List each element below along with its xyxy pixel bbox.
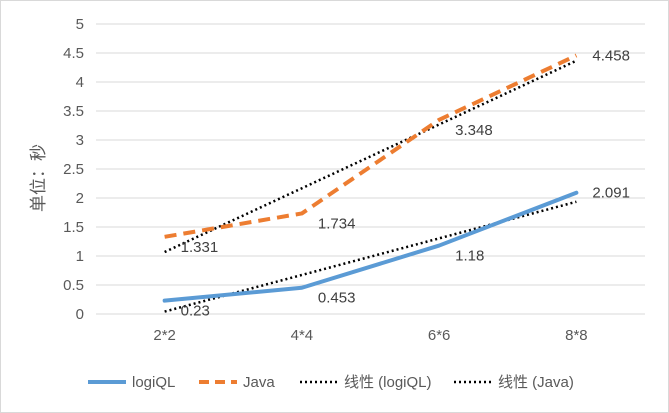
legend: logiQL Java 线性 (logiQL) 线性 (Java) xyxy=(88,374,574,391)
y-tick-label: 1.5 xyxy=(63,219,84,236)
y-axis-title: 单位：秒 xyxy=(29,144,49,212)
x-tick-label: 6*6 xyxy=(428,327,451,344)
data-label: 4.458 xyxy=(592,47,630,64)
y-tick-label: 4 xyxy=(76,74,84,91)
x-tick-label: 8*8 xyxy=(565,327,588,344)
y-tick-label: 3.5 xyxy=(63,103,84,120)
data-label: 1.18 xyxy=(455,248,484,265)
legend-label: logiQL xyxy=(132,374,175,391)
legend-label: Java xyxy=(243,374,275,391)
data-labels: 0.23 0.453 1.18 2.091 1.331 1.734 3.348 4.458 xyxy=(181,47,630,319)
y-tick-label: 1 xyxy=(76,248,84,265)
y-axis-ticks: 0 0.5 1 1.5 2 2.5 3 3.5 4 4.5 5 xyxy=(63,16,84,323)
data-label: 0.23 xyxy=(181,303,210,320)
y-tick-label: 5 xyxy=(76,16,84,33)
series-lines xyxy=(162,53,579,303)
data-label: 2.091 xyxy=(592,185,630,202)
x-tick-label: 2*2 xyxy=(153,327,176,344)
series-line-java xyxy=(164,53,578,239)
x-tick-label: 4*4 xyxy=(291,327,314,344)
gridlines xyxy=(96,23,645,315)
x-axis-ticks: 2*2 4*4 6*6 8*8 xyxy=(153,327,587,344)
data-label: 1.331 xyxy=(181,239,219,256)
y-tick-label: 0.5 xyxy=(63,277,84,294)
data-label: 0.453 xyxy=(318,290,356,307)
y-tick-label: 2.5 xyxy=(63,161,84,178)
y-tick-label: 3 xyxy=(76,132,84,149)
trendline-java xyxy=(164,59,577,254)
data-label: 1.734 xyxy=(318,215,356,232)
y-tick-label: 0 xyxy=(76,306,84,323)
y-tick-label: 4.5 xyxy=(63,45,84,62)
legend-label: 线性 (Java) xyxy=(498,374,574,391)
trendlines xyxy=(164,59,577,313)
data-label: 3.348 xyxy=(455,122,493,139)
y-tick-label: 2 xyxy=(76,190,84,207)
legend-label: 线性 (logiQL) xyxy=(344,374,432,391)
series-line-logiql xyxy=(162,190,579,303)
